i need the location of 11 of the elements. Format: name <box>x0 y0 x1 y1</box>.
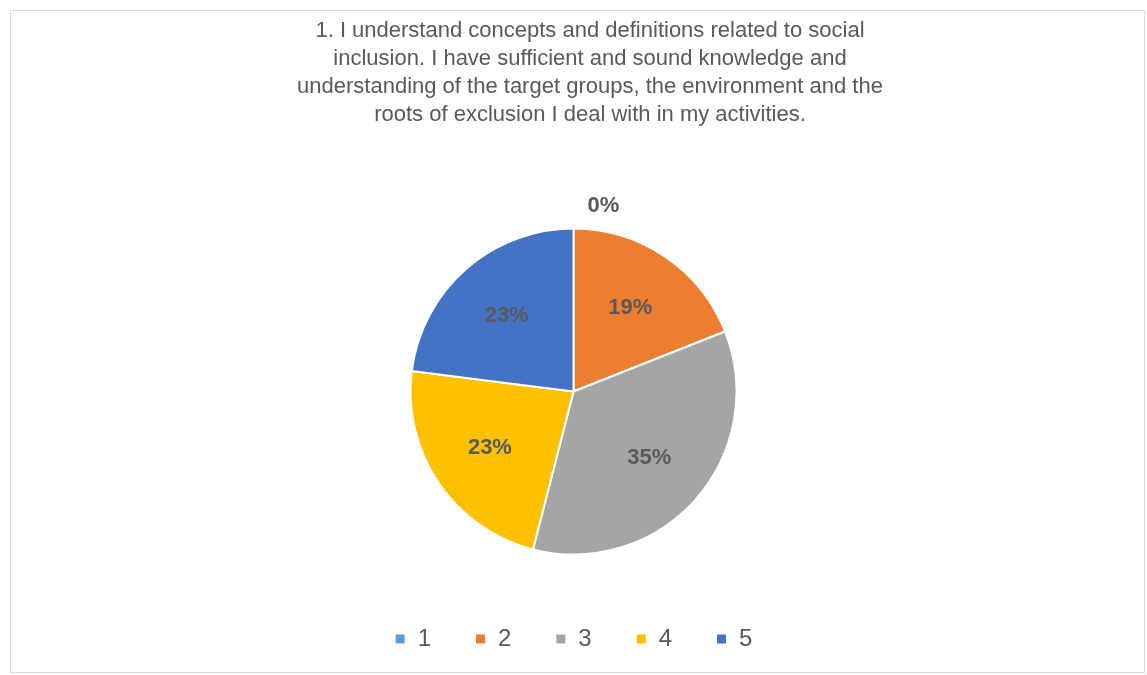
data-label: 35% <box>627 444 672 470</box>
legend-label: 2 <box>497 623 512 651</box>
data-label: 23% <box>484 301 529 327</box>
data-label: 19% <box>608 293 653 319</box>
legend-label: 1 <box>417 623 431 651</box>
legend-label: 4 <box>658 623 673 651</box>
chart-title: 1. I understand concepts and definitions related to social inclusion. I have sufficient and sound knowledge and understanding of the target groups, the environment and the roots of exclusion I deal with in my activities. <box>296 16 884 128</box>
legend-label: 3 <box>578 623 592 651</box>
legend-label: 5 <box>739 623 753 651</box>
text: 0% <box>587 191 620 217</box>
data-label: 23% <box>467 434 512 460</box>
